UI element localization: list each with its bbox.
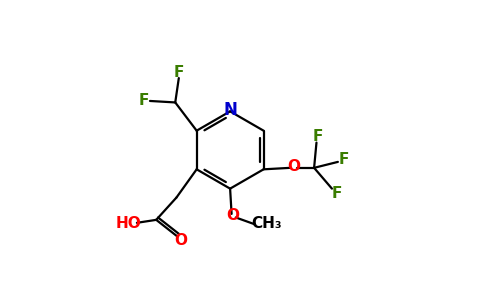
Text: F: F — [139, 94, 149, 109]
Text: O: O — [287, 159, 301, 174]
Text: HO: HO — [116, 216, 141, 231]
Text: F: F — [312, 129, 322, 144]
Text: N: N — [223, 101, 237, 119]
Text: F: F — [174, 64, 184, 80]
Text: O: O — [226, 208, 239, 223]
Text: CH₃: CH₃ — [251, 216, 281, 231]
Text: F: F — [339, 152, 349, 167]
Text: O: O — [174, 233, 187, 248]
Text: F: F — [331, 187, 342, 202]
